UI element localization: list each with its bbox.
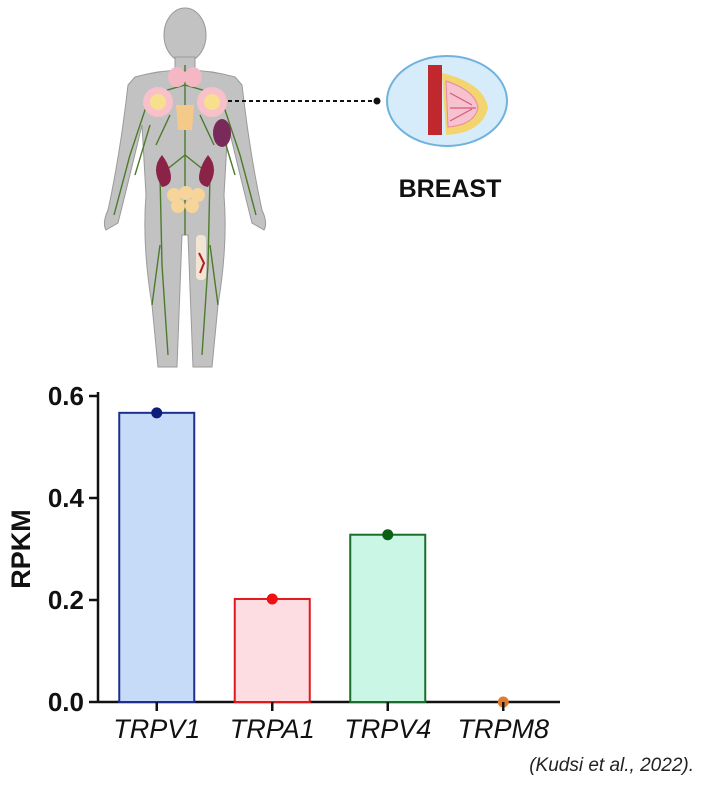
knee-joint-icon: [196, 235, 206, 280]
y-tick-label: 0.2: [48, 585, 84, 615]
y-tick-label: 0.6: [48, 381, 84, 411]
bar-trpv1: [118, 411, 196, 704]
bar-trpv4: [349, 533, 427, 703]
data-point-trpv4: [382, 529, 394, 541]
x-tick-label: TRPV1: [113, 714, 200, 744]
intestine-icon: [167, 186, 205, 213]
x-tick-label: TRPA1: [230, 714, 315, 744]
y-tick-label: 0.4: [48, 483, 85, 513]
data-point-trpa1: [266, 593, 278, 605]
y-tick-label: 0.0: [48, 687, 84, 717]
breast-anatomy-icon: [386, 55, 508, 147]
data-point-trpv1: [151, 407, 163, 419]
bar-trpa1: [233, 597, 311, 703]
human-body-lymphatic-icon: [103, 7, 267, 368]
breast-tissue-icon: [143, 87, 227, 117]
kidney-right-icon: [199, 155, 214, 187]
x-tick-label: TRPV4: [344, 714, 431, 744]
spleen-icon: [213, 119, 231, 147]
thyroid-icon: [168, 67, 202, 87]
y-axis-title: RPKM: [6, 509, 36, 589]
bar-chart: 0.0 0.2 0.4 0.6 RPKM TRPV1 TRPA1 TRPV4 TRPM8: [6, 381, 560, 744]
x-tick-label: TRPM8: [457, 714, 549, 744]
kidney-left-icon: [156, 155, 171, 187]
organ-label: BREAST: [398, 175, 502, 203]
citation: (Kudsi et al., 2022).: [529, 755, 694, 776]
thymus-icon: [176, 105, 194, 130]
